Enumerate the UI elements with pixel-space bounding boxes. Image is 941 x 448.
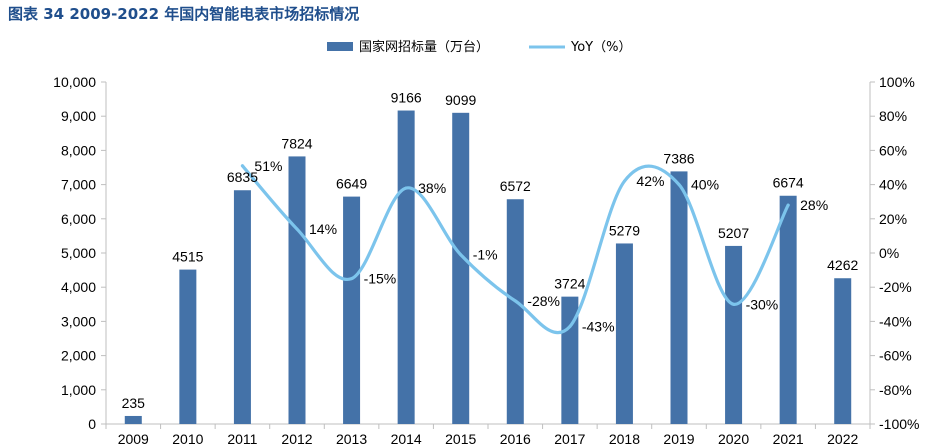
y-right-tick-label: -20% (879, 279, 912, 295)
yoy-point (404, 186, 408, 190)
bar-value-label: 6649 (336, 176, 367, 192)
bar-value-label: 9166 (391, 90, 422, 106)
bar-value-label: 5279 (609, 222, 640, 238)
bar-value-label: 235 (122, 395, 146, 411)
yoy-point (459, 253, 463, 257)
bar-value-label: 3724 (554, 276, 585, 292)
y-left-tick-label: 8,000 (61, 142, 96, 158)
yoy-line (240, 164, 790, 335)
bar (179, 269, 197, 424)
x-tick-label: 2009 (118, 431, 149, 447)
bar-value-label: 6572 (500, 178, 531, 194)
y-right-tick-label: 40% (879, 177, 907, 193)
bars (124, 110, 852, 425)
yoy-point (622, 179, 626, 183)
x-tick-label: 2016 (500, 431, 531, 447)
x-tick-label: 2010 (172, 431, 203, 447)
yoy-value-label: -15% (364, 271, 397, 287)
legend-bar-label: 国家网招标量（万台） (359, 39, 489, 55)
y-right-tick-label: 80% (879, 108, 907, 124)
x-tick-label: 2018 (609, 431, 640, 447)
y-left-tick-label: 5,000 (61, 245, 96, 261)
yoy-value-label: -1% (473, 247, 498, 263)
axes: 0 1,000 2,000 3,000 4,000 5,000 6,000 7,000 8,00… (53, 74, 919, 447)
y-left-tick-label: 6,000 (61, 211, 96, 227)
yoy-value-label: 28% (800, 197, 828, 213)
bar-value-label: 6674 (773, 175, 804, 191)
y-left-tick-label: 9,000 (61, 108, 96, 124)
bar-value-label: 5207 (718, 225, 749, 241)
x-tick-label: 2013 (336, 431, 367, 447)
x-tick-label: 2019 (663, 431, 694, 447)
yoy-value-label: 51% (254, 158, 282, 174)
bar (779, 195, 797, 424)
bar (615, 243, 633, 424)
legend-line-label: YoY（%） (570, 40, 631, 55)
bar-value-label: 9099 (445, 92, 476, 108)
yoy-point (240, 164, 244, 168)
y-right-tick-label: 100% (879, 74, 915, 90)
bar (288, 156, 306, 425)
yoy-value-label: 40% (691, 177, 719, 193)
figure-title: 图表 34 2009-2022 年国内智能电表市场招标情况 (8, 5, 360, 23)
y-left-tick-label: 7,000 (61, 177, 96, 193)
y-right-tick-label: -100% (879, 416, 919, 432)
y-left-tick-label: 3,000 (61, 313, 96, 329)
bar (506, 199, 524, 424)
x-tick-label: 2015 (445, 431, 476, 447)
yoy-value-label: -43% (582, 319, 615, 335)
y-right-tick-label: -60% (879, 348, 912, 364)
bar (233, 190, 251, 424)
yoy-value-label: -28% (527, 293, 560, 309)
bar-value-label: 4515 (172, 249, 203, 265)
y-right-tick-label: -80% (879, 382, 912, 398)
yoy-point (295, 227, 299, 231)
bar-value-label: 4262 (827, 257, 858, 273)
yoy-value-label: -30% (746, 296, 779, 312)
yoy-point (513, 299, 517, 303)
x-tick-label: 2022 (827, 431, 858, 447)
x-tick-label: 2017 (554, 431, 585, 447)
yoy-point (786, 203, 790, 207)
legend-bar-swatch (327, 42, 353, 51)
bar (725, 245, 743, 424)
bar (343, 196, 361, 424)
yoy-point (350, 277, 354, 281)
bar (670, 171, 688, 424)
bar (124, 415, 142, 424)
y-left-tick-label: 10,000 (53, 74, 96, 90)
bar-value-label: 7386 (663, 150, 694, 166)
x-tick-label: 2012 (281, 431, 312, 447)
y-left-tick-label: 4,000 (61, 279, 96, 295)
y-left-tick-label: 2,000 (61, 348, 96, 364)
yoy-point (568, 325, 572, 329)
bar-value-label: 7824 (281, 135, 312, 151)
x-tick-label: 2021 (773, 431, 804, 447)
bar (397, 110, 415, 424)
yoy-point (677, 183, 681, 187)
bar (834, 278, 852, 424)
yoy-value-label: 42% (636, 173, 664, 189)
y-right-tick-label: 60% (879, 142, 907, 158)
y-left-tick-label: 0 (88, 416, 96, 432)
y-right-tick-label: -40% (879, 313, 912, 329)
x-tick-label: 2020 (718, 431, 749, 447)
bar (452, 112, 470, 424)
yoy-point (732, 302, 736, 306)
y-right-tick-label: 0% (879, 245, 899, 261)
x-tick-label: 2014 (391, 431, 422, 447)
yoy-line-group (240, 164, 790, 335)
y-right-tick-label: 20% (879, 211, 907, 227)
yoy-value-label: 14% (309, 221, 337, 237)
yoy-value-label: 38% (418, 180, 446, 196)
y-left-tick-label: 1,000 (61, 382, 96, 398)
x-tick-label: 2011 (227, 431, 257, 447)
bar-value-label: 6835 (227, 169, 258, 185)
data-labels: 235 4515 6835 7824 6649 9166 9099 6572 3724 5279 7… (122, 90, 859, 411)
legend: 国家网招标量（万台） YoY（%） (327, 39, 631, 55)
